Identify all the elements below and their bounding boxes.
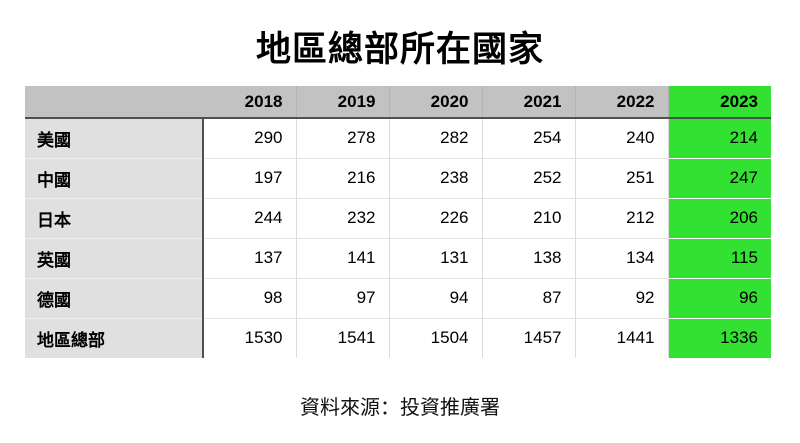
value-cell: 240 xyxy=(574,118,668,159)
value-cell: 98 xyxy=(203,278,296,319)
table-row: 美國 290 278 282 254 240 214 xyxy=(25,118,771,159)
value-cell: 1457 xyxy=(481,318,575,358)
table-body: 美國 290 278 282 254 240 214 中國 197 216 238 252 251 247… xyxy=(25,118,771,358)
value-cell: 92 xyxy=(574,278,668,319)
value-cell: 134 xyxy=(574,238,668,279)
value-cell-highlight: 115 xyxy=(667,238,771,279)
value-cell: 137 xyxy=(203,238,296,279)
value-cell: 141 xyxy=(295,238,389,279)
year-header: 2022 xyxy=(574,86,668,119)
value-cell: 1541 xyxy=(295,318,389,358)
value-cell: 278 xyxy=(295,118,389,159)
row-label: 中國 xyxy=(25,158,204,199)
headquarters-table: 2018 2019 2020 2021 2022 2023 美國 290 278 282 254 2… xyxy=(25,86,771,358)
table-header: 2018 2019 2020 2021 2022 2023 xyxy=(25,86,771,119)
row-label: 日本 xyxy=(25,198,204,239)
value-cell: 232 xyxy=(295,198,389,239)
value-cell: 251 xyxy=(574,158,668,199)
table-container: 2018 2019 2020 2021 2022 2023 美國 290 278 282 254 2… xyxy=(25,86,771,358)
value-cell: 87 xyxy=(481,278,575,319)
value-cell-highlight: 247 xyxy=(667,158,771,199)
year-header: 2019 xyxy=(295,86,389,119)
value-cell: 282 xyxy=(388,118,482,159)
value-cell-highlight: 96 xyxy=(667,278,771,319)
table-row: 德國 98 97 94 87 92 96 xyxy=(25,278,771,319)
year-header: 2021 xyxy=(481,86,575,119)
value-cell: 252 xyxy=(481,158,575,199)
source-caption: 資料來源：投資推廣署 xyxy=(300,397,500,419)
value-cell: 197 xyxy=(203,158,296,199)
value-cell: 290 xyxy=(203,118,296,159)
value-cell: 138 xyxy=(481,238,575,279)
value-cell-highlight: 1336 xyxy=(667,318,771,358)
corner-cell xyxy=(25,86,203,119)
table-row: 中國 197 216 238 252 251 247 xyxy=(25,158,771,199)
value-cell: 226 xyxy=(388,198,482,239)
value-cell-highlight: 214 xyxy=(667,118,771,159)
year-header: 2020 xyxy=(388,86,482,119)
table-row: 英國 137 141 131 138 134 115 xyxy=(25,238,771,279)
value-cell: 131 xyxy=(388,238,482,279)
year-header: 2023 xyxy=(667,86,771,119)
row-label: 英國 xyxy=(25,238,204,279)
value-cell: 244 xyxy=(203,198,296,239)
value-cell: 210 xyxy=(481,198,575,239)
value-cell: 1530 xyxy=(203,318,296,358)
table-row: 地區總部 1530 1541 1504 1457 1441 1336 xyxy=(25,318,771,358)
value-cell: 254 xyxy=(481,118,575,159)
row-label: 地區總部 xyxy=(25,318,204,358)
value-cell: 212 xyxy=(574,198,668,239)
year-header: 2018 xyxy=(203,86,296,119)
page-title: 地區總部所在國家 xyxy=(255,30,544,69)
value-cell: 1504 xyxy=(388,318,482,358)
value-cell: 238 xyxy=(388,158,482,199)
value-cell-highlight: 206 xyxy=(667,198,771,239)
value-cell: 1441 xyxy=(574,318,668,358)
value-cell: 94 xyxy=(388,278,482,319)
value-cell: 216 xyxy=(295,158,389,199)
value-cell: 97 xyxy=(295,278,389,319)
header-row: 2018 2019 2020 2021 2022 2023 xyxy=(25,86,771,119)
row-label: 德國 xyxy=(25,278,204,319)
table-row: 日本 244 232 226 210 212 206 xyxy=(25,198,771,239)
row-label: 美國 xyxy=(25,118,204,159)
